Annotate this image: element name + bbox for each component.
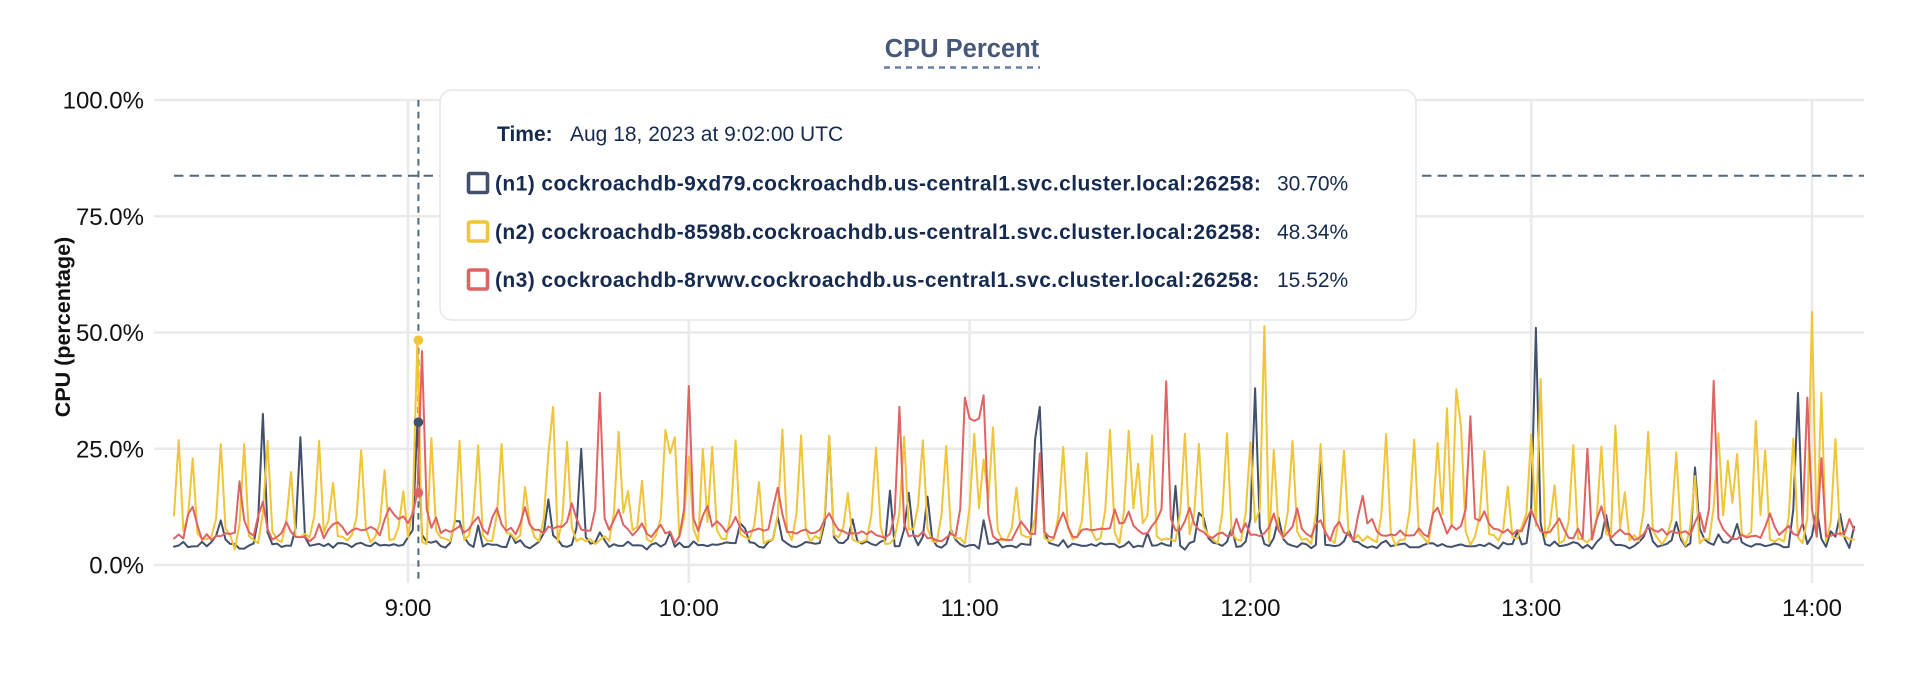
svg-text:50.0%: 50.0% (76, 320, 144, 347)
svg-text:15.52%: 15.52% (1277, 269, 1348, 292)
svg-text:13:00: 13:00 (1501, 595, 1561, 622)
svg-text:12:00: 12:00 (1220, 595, 1280, 622)
svg-text:100.0%: 100.0% (63, 88, 144, 115)
svg-text:48.34%: 48.34% (1277, 221, 1348, 244)
svg-text:14:00: 14:00 (1782, 595, 1842, 622)
svg-text:9:00: 9:00 (385, 595, 432, 622)
svg-text:(n2) cockroachdb-8598b.cockroa: (n2) cockroachdb-8598b.cockroachdb.us-ce… (495, 221, 1261, 244)
svg-text:11:00: 11:00 (940, 595, 998, 622)
svg-text:Aug 18, 2023 at 9:02:00 UTC: Aug 18, 2023 at 9:02:00 UTC (570, 123, 843, 146)
svg-text:(n1) cockroachdb-9xd79.cockroa: (n1) cockroachdb-9xd79.cockroachdb.us-ce… (495, 173, 1261, 196)
svg-text:0.0%: 0.0% (89, 553, 144, 580)
svg-text:25.0%: 25.0% (76, 436, 144, 463)
svg-text:(n3) cockroachdb-8rvwv.cockroa: (n3) cockroachdb-8rvwv.cockroachdb.us-ce… (495, 269, 1260, 292)
svg-text:CPU (percentage): CPU (percentage) (51, 237, 75, 417)
svg-text:10:00: 10:00 (659, 595, 719, 622)
svg-text:75.0%: 75.0% (76, 204, 144, 231)
svg-text:CPU Percent: CPU Percent (885, 35, 1040, 63)
svg-text:Time:: Time: (497, 123, 553, 146)
svg-text:30.70%: 30.70% (1277, 173, 1348, 196)
